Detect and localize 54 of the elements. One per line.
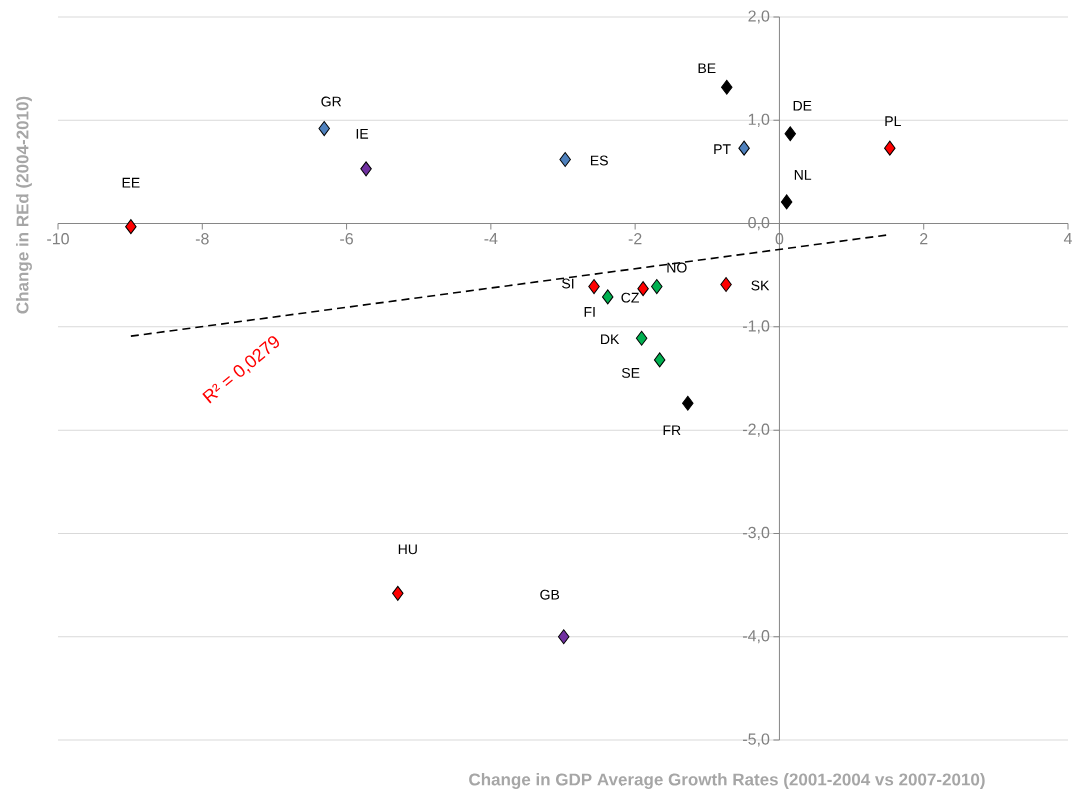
- y-tick-label: 1,0: [748, 113, 770, 127]
- y-tick-label: 2,0: [748, 10, 770, 24]
- point: [557, 629, 570, 645]
- point: [392, 585, 404, 601]
- x-tick-label: -10: [47, 233, 69, 245]
- data-label: ES: [590, 155, 608, 166]
- point: [601, 289, 614, 305]
- point: [653, 352, 666, 368]
- point: [318, 121, 330, 137]
- data-label: PT: [714, 144, 731, 154]
- x-tick-label: -4: [484, 233, 498, 245]
- x-tick-label: -8: [195, 233, 209, 245]
- data-label: SK: [751, 280, 770, 291]
- x-tick-label: -6: [340, 233, 353, 245]
- point: [738, 140, 750, 156]
- data-label: DK: [601, 334, 620, 345]
- y-tick-label: -1,0: [743, 320, 770, 334]
- data-label: PL: [885, 116, 901, 126]
- point: [588, 279, 600, 295]
- point: [780, 194, 793, 210]
- point: [125, 219, 137, 235]
- y-tick-label: -2,0: [743, 423, 770, 437]
- y-tick-label: -4,0: [743, 630, 770, 644]
- point: [784, 126, 796, 142]
- data-label: SE: [621, 367, 640, 378]
- point: [635, 330, 648, 346]
- data-label: GR: [321, 96, 342, 107]
- point: [720, 277, 732, 293]
- x-tick-label: -2: [628, 233, 642, 245]
- point: [360, 161, 372, 177]
- point: [637, 281, 649, 297]
- data-label: NL: [794, 170, 812, 180]
- data-label: NO: [667, 262, 687, 273]
- y-tick-label: -3,0: [743, 526, 770, 541]
- data-label: HU: [398, 544, 417, 555]
- point: [884, 140, 896, 156]
- x-tick-label: 2: [920, 233, 928, 245]
- x-axis-title: Change in GDP Average Growth Rates (2001-2004 vs 2007-2010): [469, 773, 985, 789]
- data-label: EE: [122, 177, 140, 188]
- data-label: BE: [698, 63, 716, 74]
- data-label: SI: [562, 278, 574, 289]
- data-label: DE: [793, 100, 812, 111]
- point: [651, 279, 663, 295]
- data-label: FR: [663, 425, 681, 436]
- point: [559, 152, 571, 168]
- data-label: IE: [356, 129, 369, 139]
- y-tick-label: -5,0: [743, 733, 770, 747]
- data-label: CZ: [621, 292, 639, 303]
- point: [721, 79, 733, 95]
- x-tick-label: 4: [1063, 233, 1072, 245]
- data-label: GB: [540, 589, 560, 600]
- point: [682, 395, 694, 411]
- y-axis-title: Change in REd (2004-2010): [16, 96, 32, 314]
- data-label: FI: [584, 307, 595, 317]
